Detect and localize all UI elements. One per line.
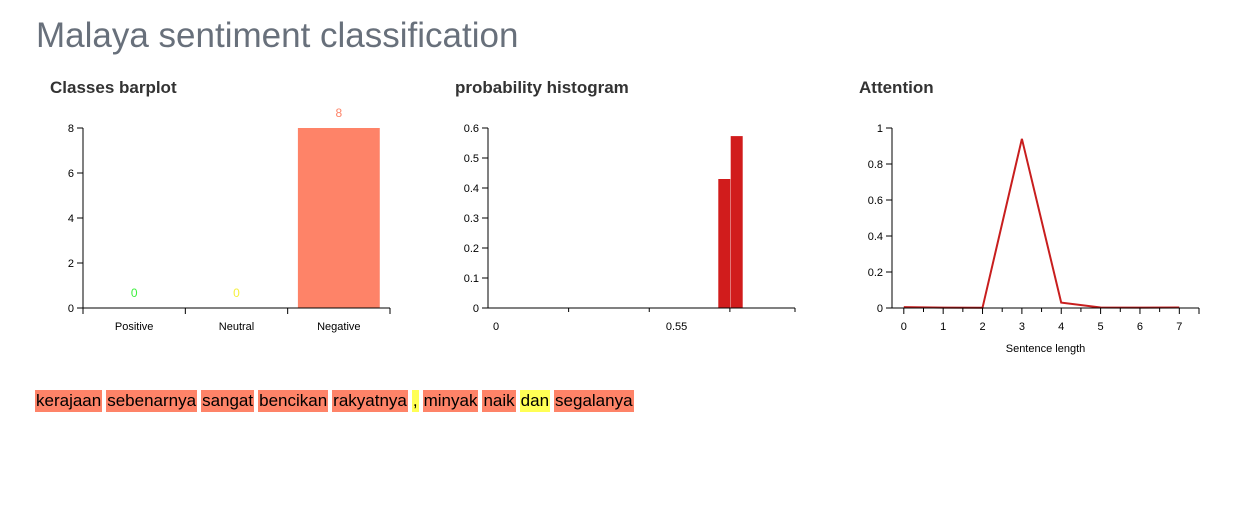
sentence-word-neutral: dan <box>519 390 551 412</box>
sentence-word-negative: sebenarnya <box>106 390 198 412</box>
y-tick-label: 0.2 <box>464 243 479 255</box>
x-tick-label: 2 <box>979 321 985 333</box>
x-tick-label: Negative <box>317 321 360 333</box>
y-tick-label: 0.4 <box>868 231 883 243</box>
sentence-word-negative: segalanya <box>554 390 634 412</box>
x-tick-label: 1 <box>940 321 946 333</box>
x-tick-label: Neutral <box>219 321 254 333</box>
y-tick-label: 0.3 <box>464 213 479 225</box>
sentence-word-negative: naik <box>482 390 516 412</box>
x-tick-label: 3 <box>1019 321 1025 333</box>
x-tick-label: 7 <box>1176 321 1182 333</box>
probability-histogram-title: probability histogram <box>455 78 629 97</box>
y-tick-label: 0.1 <box>464 273 479 285</box>
data-label-neutral: 0 <box>233 286 240 300</box>
attention-line <box>903 138 1180 309</box>
y-tick-label: 0.2 <box>868 267 883 279</box>
classes-barplot-title: Classes barplot <box>50 78 177 97</box>
y-tick-label: 6 <box>68 168 74 180</box>
page-title: Malaya sentiment classification <box>36 16 519 55</box>
histogram-bar <box>730 136 743 308</box>
sentence-word-negative: minyak <box>422 390 479 412</box>
x-tick-label: 6 <box>1137 321 1143 333</box>
data-label-positive: 0 <box>131 286 138 300</box>
sentence-word-negative: rakyatnya <box>332 390 408 412</box>
x-tick-label: Positive <box>115 321 154 333</box>
x-tick-label: 5 <box>1098 321 1104 333</box>
y-tick-label: 4 <box>68 213 74 225</box>
x-axis-label: Sentence length <box>1006 343 1086 355</box>
y-tick-label: 1 <box>877 123 883 135</box>
x-tick-label: 0.55 <box>666 321 687 333</box>
x-tick-label: 0 <box>901 321 907 333</box>
histogram-bar <box>718 179 731 308</box>
x-tick-label: 0 <box>493 321 499 333</box>
data-label-negative: 8 <box>335 106 342 120</box>
y-tick-label: 0 <box>68 303 74 315</box>
y-tick-label: 0.6 <box>464 123 479 135</box>
sentence-word-neutral: , <box>411 390 419 412</box>
x-tick-label: 4 <box>1058 321 1064 333</box>
y-tick-label: 0.5 <box>464 153 479 165</box>
y-tick-label: 0.8 <box>868 159 883 171</box>
sentence-word-negative: sangat <box>201 390 255 412</box>
y-tick-label: 0 <box>473 303 479 315</box>
y-tick-label: 0.4 <box>464 183 479 195</box>
y-tick-label: 0.6 <box>868 195 883 207</box>
attention-title: Attention <box>859 78 934 97</box>
y-tick-label: 2 <box>68 258 74 270</box>
sentence-word-negative: kerajaan <box>35 390 103 412</box>
highlighted-sentence: kerajaan sebenarnya sangat bencikan rakyatny… <box>35 390 638 412</box>
y-tick-label: 8 <box>68 123 74 135</box>
sentence-word-negative: bencikan <box>258 390 329 412</box>
bar-negative <box>297 128 380 308</box>
y-tick-label: 0 <box>877 303 883 315</box>
